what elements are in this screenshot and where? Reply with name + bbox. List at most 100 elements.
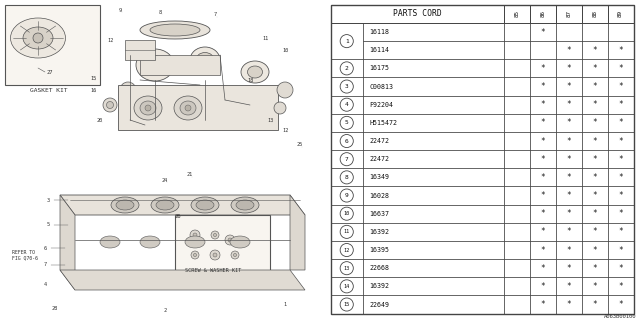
Bar [582,5,607,23]
Bar [362,295,504,314]
Text: 27: 27 [47,69,53,75]
Circle shape [202,57,209,63]
Text: 22472: 22472 [369,138,390,144]
Text: 22649: 22649 [369,301,390,308]
Text: 4: 4 [44,283,47,287]
Bar [362,241,504,259]
Bar [556,259,582,277]
Text: REFER TO
FIG Q70-6: REFER TO FIG Q70-6 [12,250,38,261]
Bar [607,241,634,259]
Text: *: * [541,137,545,146]
Bar [362,168,504,187]
Text: 6: 6 [44,245,47,251]
Text: 7: 7 [213,12,216,18]
Text: 3: 3 [47,197,49,203]
Ellipse shape [151,197,179,213]
Circle shape [213,233,216,236]
Bar [530,5,556,23]
Bar [504,5,530,23]
Bar [530,114,556,132]
Circle shape [231,251,239,259]
Bar [362,259,504,277]
Bar [530,59,556,77]
Text: *: * [593,100,597,109]
Text: 14: 14 [344,284,350,289]
Text: 4: 4 [345,102,349,107]
Bar [504,132,530,150]
Circle shape [185,105,191,111]
Bar [362,77,504,96]
Bar [125,40,155,60]
Bar [504,96,530,114]
Text: 12: 12 [344,248,350,252]
Circle shape [211,231,219,239]
Bar [556,277,582,295]
Text: 7: 7 [345,157,349,162]
Bar [331,187,362,204]
Bar [582,114,607,132]
Circle shape [225,235,235,245]
Text: 16637: 16637 [369,211,390,217]
Text: 85: 85 [515,10,520,17]
Text: 6: 6 [345,139,349,144]
Circle shape [193,233,197,237]
Ellipse shape [231,197,259,213]
Text: 28: 28 [52,306,58,310]
Text: *: * [618,264,623,273]
Text: 8: 8 [159,10,161,14]
Ellipse shape [248,66,262,78]
Text: 89: 89 [618,10,623,17]
Text: 16028: 16028 [369,193,390,198]
Text: 10: 10 [344,211,350,216]
Bar [504,204,530,223]
Text: *: * [541,155,545,164]
Bar [331,114,362,132]
Bar [5,5,100,85]
Bar [362,114,504,132]
Text: *: * [566,155,571,164]
Bar [362,150,504,168]
Circle shape [191,251,199,259]
Text: 5: 5 [345,120,349,125]
Text: 12: 12 [107,37,113,43]
Bar [582,96,607,114]
Text: *: * [566,118,571,127]
Text: 16175: 16175 [369,65,390,71]
Text: *: * [618,191,623,200]
Text: A063B00100: A063B00100 [604,314,637,319]
Bar [331,277,362,295]
Text: *: * [593,137,597,146]
Circle shape [193,253,196,257]
Bar [607,168,634,187]
Bar [331,204,362,223]
Bar [607,59,634,77]
Bar [362,59,504,77]
Text: *: * [541,28,545,36]
Ellipse shape [196,52,214,68]
Text: *: * [566,264,571,273]
Polygon shape [60,195,75,290]
Text: *: * [593,227,597,236]
Text: *: * [566,100,571,109]
Bar [530,295,556,314]
Ellipse shape [140,101,156,115]
Bar [607,295,634,314]
Bar [582,150,607,168]
Bar [607,132,634,150]
Bar [118,85,278,130]
Circle shape [228,238,232,242]
Text: *: * [541,245,545,254]
Text: 12: 12 [282,127,288,132]
Text: 24: 24 [162,178,168,182]
Ellipse shape [180,101,196,115]
Text: *: * [618,245,623,254]
Ellipse shape [116,200,134,210]
Bar [556,114,582,132]
Text: 3: 3 [345,84,349,89]
Bar [530,23,556,41]
Text: *: * [618,300,623,309]
Circle shape [33,33,43,43]
Bar [331,259,362,277]
Text: SCREW & WASHER KIT: SCREW & WASHER KIT [185,268,241,273]
Ellipse shape [23,27,53,49]
